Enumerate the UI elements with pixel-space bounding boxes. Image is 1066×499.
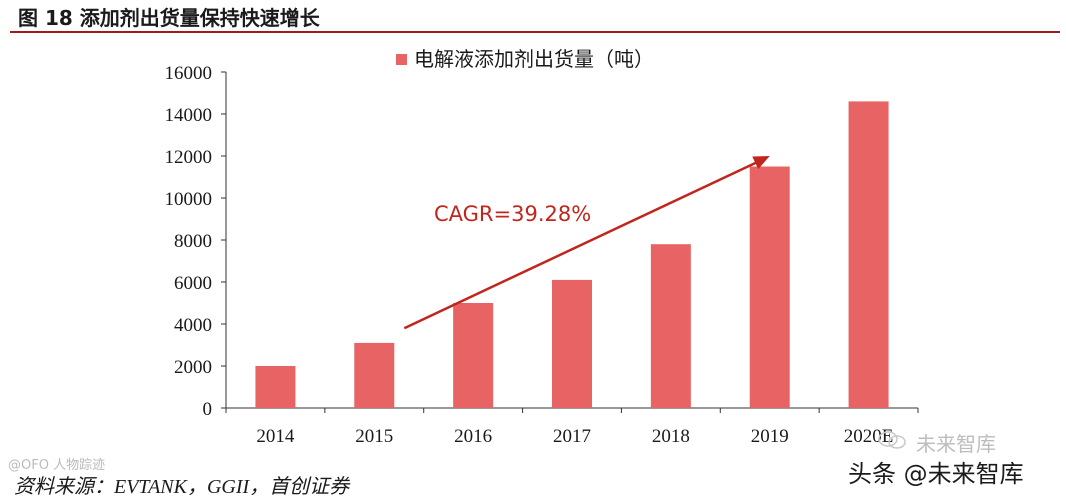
x-tick-label: 2020E [844, 426, 894, 447]
y-tick-label: 4000 [174, 315, 212, 336]
figure-title: 图 18 添加剂出货量保持快速增长 [18, 6, 320, 30]
y-tick-label: 8000 [174, 231, 212, 252]
watermark-small: 未来智库 [916, 432, 996, 456]
title-rule [10, 31, 1060, 33]
x-tick-label: 2017 [553, 426, 591, 447]
source-note: 资料来源：EVTANK，GGII，首创证券 [14, 476, 350, 498]
bar-2018 [650, 244, 691, 408]
x-tick-label: 2014 [256, 426, 295, 447]
x-tick-label: 2016 [454, 426, 492, 447]
cagr-arrow-line [403, 158, 763, 330]
watermark-left: @OFO 人物踪迹 [8, 458, 106, 473]
bar-2014 [255, 366, 296, 408]
y-tick-label: 12000 [165, 147, 213, 168]
chart-legend: 电解液添加剂出货量（吨） [396, 47, 654, 71]
bar-series [255, 101, 889, 409]
x-tick-label: 2018 [652, 426, 690, 447]
bar-2017 [552, 279, 592, 408]
figure-header: 图 18 添加剂出货量保持快速增长 [0, 0, 1066, 34]
bar-2015 [354, 342, 395, 408]
legend-label: 电解液添加剂出货量（吨） [414, 47, 654, 71]
y-tick-label: 10000 [165, 189, 213, 210]
y-tick-label: 16000 [165, 63, 213, 84]
watermark-main: 头条 @未来智库 [848, 460, 1024, 488]
legend-swatch [396, 54, 407, 65]
bar-chart: 电解液添加剂出货量（吨） 0 2000 4000 6000 8000 10000 12000… [165, 47, 919, 447]
y-axis-ticks: 0 2000 4000 6000 8000 10000 12000 14000 16000 [165, 63, 226, 420]
cagr-annotation: CAGR=39.28% [403, 156, 770, 330]
wechat-icon [878, 431, 906, 449]
cagr-arrow-head [752, 156, 770, 170]
y-tick-label: 14000 [165, 105, 213, 126]
bar-2019 [749, 166, 790, 408]
x-tick-label: 2019 [751, 426, 789, 447]
cagr-label: CAGR=39.28% [434, 202, 591, 226]
y-tick-label: 6000 [174, 273, 212, 294]
y-tick-label: 2000 [174, 357, 212, 378]
bar-2020E [848, 101, 889, 409]
bar-2016 [453, 303, 494, 408]
x-tick-label: 2015 [355, 426, 393, 447]
x-axis-ticks: 2014 2015 2016 2017 2018 2019 2020E [225, 408, 919, 447]
y-tick-label: 0 [203, 399, 213, 420]
